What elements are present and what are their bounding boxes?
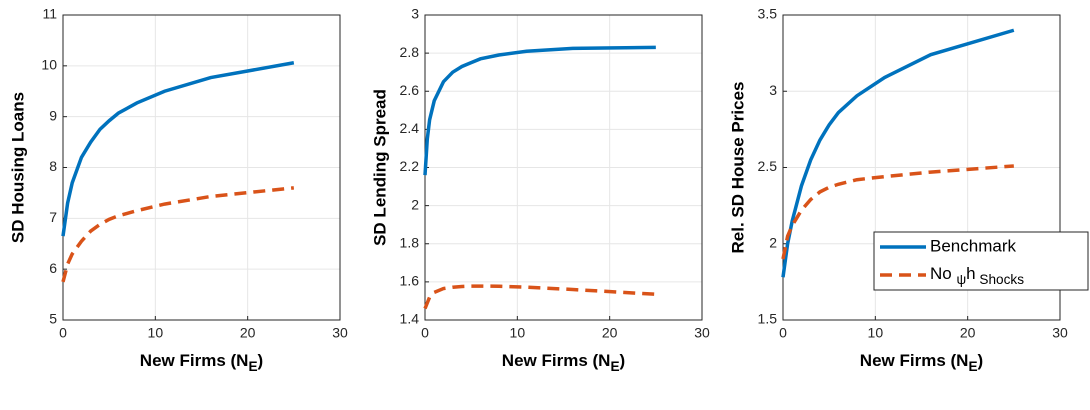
text-part: New Firms (N — [860, 351, 969, 370]
x-tick-label: 30 — [1052, 325, 1068, 341]
y-axis-label: Rel. SD House Prices — [728, 82, 747, 254]
y-tick-label: 1.6 — [400, 273, 420, 289]
x-tick-label: 10 — [510, 325, 526, 341]
y-tick-label: 6 — [49, 260, 57, 276]
y-tick-label: 2 — [769, 234, 777, 250]
x-tick-label: 0 — [59, 325, 67, 341]
y-tick-label: 2.6 — [400, 82, 420, 98]
text-part: h — [966, 264, 975, 283]
x-tick-label: 20 — [960, 325, 976, 341]
y-tick-label: 8 — [49, 158, 57, 174]
y-tick-label: 1.8 — [400, 234, 420, 250]
x-tick-label: 30 — [694, 325, 710, 341]
y-tick-label: 1.4 — [400, 311, 420, 327]
x-tick-label: 0 — [779, 325, 787, 341]
text-part: E — [968, 359, 977, 374]
y-tick-label: 2.2 — [400, 158, 420, 174]
x-tick-label: 10 — [148, 325, 164, 341]
x-tick-label: 10 — [868, 325, 884, 341]
y-tick-label: 2.4 — [400, 120, 420, 136]
text-part: No — [930, 264, 956, 283]
x-tick-label: 20 — [240, 325, 256, 341]
data-line — [61, 61, 295, 237]
text-part: ψ — [956, 272, 966, 287]
legend-label: Benchmark — [930, 236, 1016, 255]
legend-label: No ψh Shocks — [930, 264, 1024, 286]
text-part: New Firms (N — [502, 351, 611, 370]
y-tick-label: 3 — [769, 82, 777, 98]
y-tick-label: 2 — [411, 196, 419, 212]
x-axis-label: New Firms (NE) — [140, 351, 263, 373]
text-part: ) — [258, 351, 264, 370]
y-tick-label: 7 — [49, 209, 57, 225]
text-part: E — [248, 359, 257, 374]
text-part: E — [610, 359, 619, 374]
axes-box — [62, 14, 341, 321]
text-part: ) — [978, 351, 984, 370]
data-line — [423, 45, 656, 176]
x-axis-label: New Firms (NE) — [502, 351, 625, 373]
y-tick-label: 1.5 — [758, 311, 778, 327]
data-line — [423, 284, 656, 310]
y-tick-label: 11 — [42, 6, 57, 22]
text-part: Shocks — [976, 272, 1025, 287]
y-tick-label: 10 — [41, 57, 57, 73]
x-tick-label: 30 — [332, 325, 348, 341]
data-line — [61, 186, 295, 283]
axes-box — [782, 14, 1061, 321]
data-line — [781, 164, 1014, 260]
data-line — [781, 28, 1015, 278]
x-tick-label: 20 — [602, 325, 618, 341]
y-tick-label: 2.8 — [400, 44, 420, 60]
x-axis-label: New Firms (NE) — [860, 351, 983, 373]
y-tick-label: 5 — [49, 311, 57, 327]
y-tick-label: 9 — [49, 107, 57, 123]
legend-box — [873, 231, 1089, 291]
x-tick-label: 0 — [421, 325, 429, 341]
y-axis-label: SD Housing Loans — [8, 92, 27, 243]
y-tick-label: 3.5 — [758, 6, 778, 22]
y-tick-label: 2.5 — [758, 158, 778, 174]
text-part: ) — [620, 351, 626, 370]
y-tick-label: 3 — [411, 6, 419, 22]
y-axis-label: SD Lending Spread — [370, 89, 389, 246]
text-part: New Firms (N — [140, 351, 249, 370]
